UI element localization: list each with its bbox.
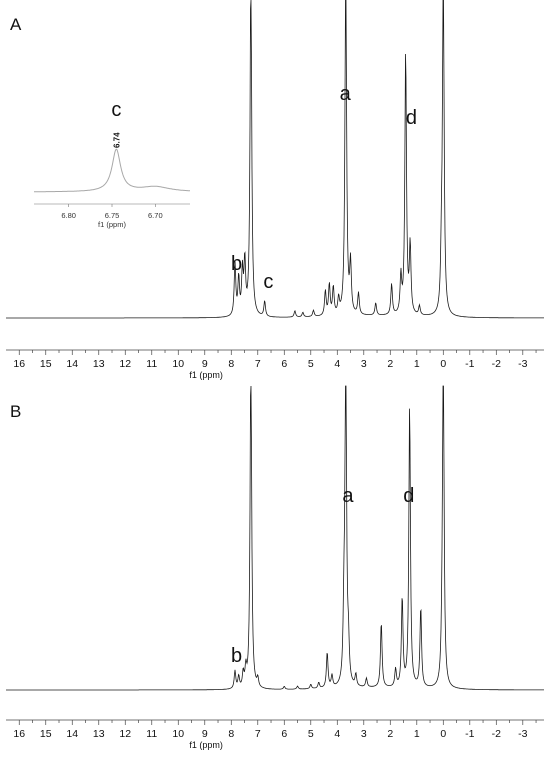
x-tick-label: 1 [414, 728, 420, 740]
x-tick-label: 13 [93, 358, 105, 370]
x-tick-label: 7 [255, 728, 261, 740]
x-tick-label: 15 [40, 728, 52, 740]
x-tick-label: 1 [414, 358, 420, 370]
x-tick-label: 12 [119, 358, 131, 370]
inset-peak-value-label: 6.74 [112, 132, 121, 148]
x-tick-label: -1 [465, 728, 474, 740]
x-tick-label: 10 [172, 358, 184, 370]
x-tick-label: -3 [518, 358, 527, 370]
x-tick-label: 12 [119, 728, 131, 740]
inset-x-axis-label: f1 (ppm) [98, 220, 126, 229]
peak-label-b: b [231, 253, 242, 275]
inset-peak-label-c: c [111, 99, 121, 121]
x-tick-label: -2 [492, 358, 501, 370]
peak-label-a: a [340, 83, 352, 105]
x-tick-label: 3 [361, 358, 367, 370]
panel-b-peak-labels: a b d [231, 485, 414, 667]
panel-a-x-axis-label: f1 (ppm) [189, 370, 223, 380]
panel-a-x-axis: 16 15 14 13 12 11 10 9 8 7 6 5 4 3 2 1 0 -1 -2 -3 [6, 349, 544, 370]
x-tick-label: 9 [202, 358, 208, 370]
peak-label-d: d [403, 485, 414, 507]
inset-tick-label: 6.70 [148, 211, 163, 220]
x-tick-label: 16 [13, 358, 25, 370]
spectrum-line [6, 0, 544, 319]
inset-tick-label: 6.80 [61, 211, 76, 220]
x-tick-label: 5 [308, 358, 314, 370]
peak-label-b: b [231, 645, 242, 667]
x-tick-label: -1 [465, 358, 474, 370]
x-tick-label: 4 [334, 728, 340, 740]
x-tick-label: 14 [66, 358, 78, 370]
spectrum-line [6, 385, 544, 691]
panel-b-label: B [10, 402, 21, 421]
x-tick-label: 11 [146, 358, 157, 370]
x-tick-label: 16 [13, 728, 25, 740]
x-tick-label: 7 [255, 358, 261, 370]
x-tick-label: 6 [281, 728, 287, 740]
x-tick-label: 3 [361, 728, 367, 740]
peak-label-d: d [406, 107, 417, 129]
x-tick-label: 6 [281, 358, 287, 370]
panel-a-label: A [10, 15, 22, 34]
peak-label-a: a [342, 485, 354, 507]
panel-a-peak-labels: a bc d [231, 83, 417, 293]
panel-a-spectrum-trace [6, 0, 544, 319]
x-tick-label: 2 [387, 728, 393, 740]
inset-tick-label: 6.75 [105, 211, 120, 220]
x-tick-label: 2 [387, 358, 393, 370]
x-tick-label: 15 [40, 358, 52, 370]
x-tick-label: 11 [146, 728, 157, 740]
x-tick-label: 0 [440, 358, 446, 370]
x-tick-label: 0 [440, 728, 446, 740]
panel-b-spectrum: B abd 16 15 14 13 12 11 10 9 8 7 6 5 4 3 2 1 0 -1 -2 -3 f1 … [6, 385, 544, 750]
x-tick-label: 8 [228, 728, 234, 740]
panel-a-inset-plot: 6.80 6.75 6.70 f1 (ppm) 6.74 c [34, 99, 190, 229]
x-tick-label: 8 [228, 358, 234, 370]
panel-b-spectrum-trace [6, 385, 544, 691]
x-tick-label: -3 [518, 728, 527, 740]
panel-b-x-axis-label: f1 (ppm) [189, 740, 223, 750]
inset-spectrum-line [34, 148, 190, 193]
x-tick-label: 4 [334, 358, 340, 370]
panel-b-x-axis: 16 15 14 13 12 11 10 9 8 7 6 5 4 3 2 1 0 -1 -2 -3 [6, 719, 544, 740]
peak-label-c: c [263, 271, 273, 293]
x-tick-label: 14 [66, 728, 78, 740]
x-tick-label: -2 [492, 728, 501, 740]
x-tick-label: 10 [172, 728, 184, 740]
x-tick-label: 9 [202, 728, 208, 740]
x-tick-label: 13 [93, 728, 105, 740]
x-tick-label: 5 [308, 728, 314, 740]
